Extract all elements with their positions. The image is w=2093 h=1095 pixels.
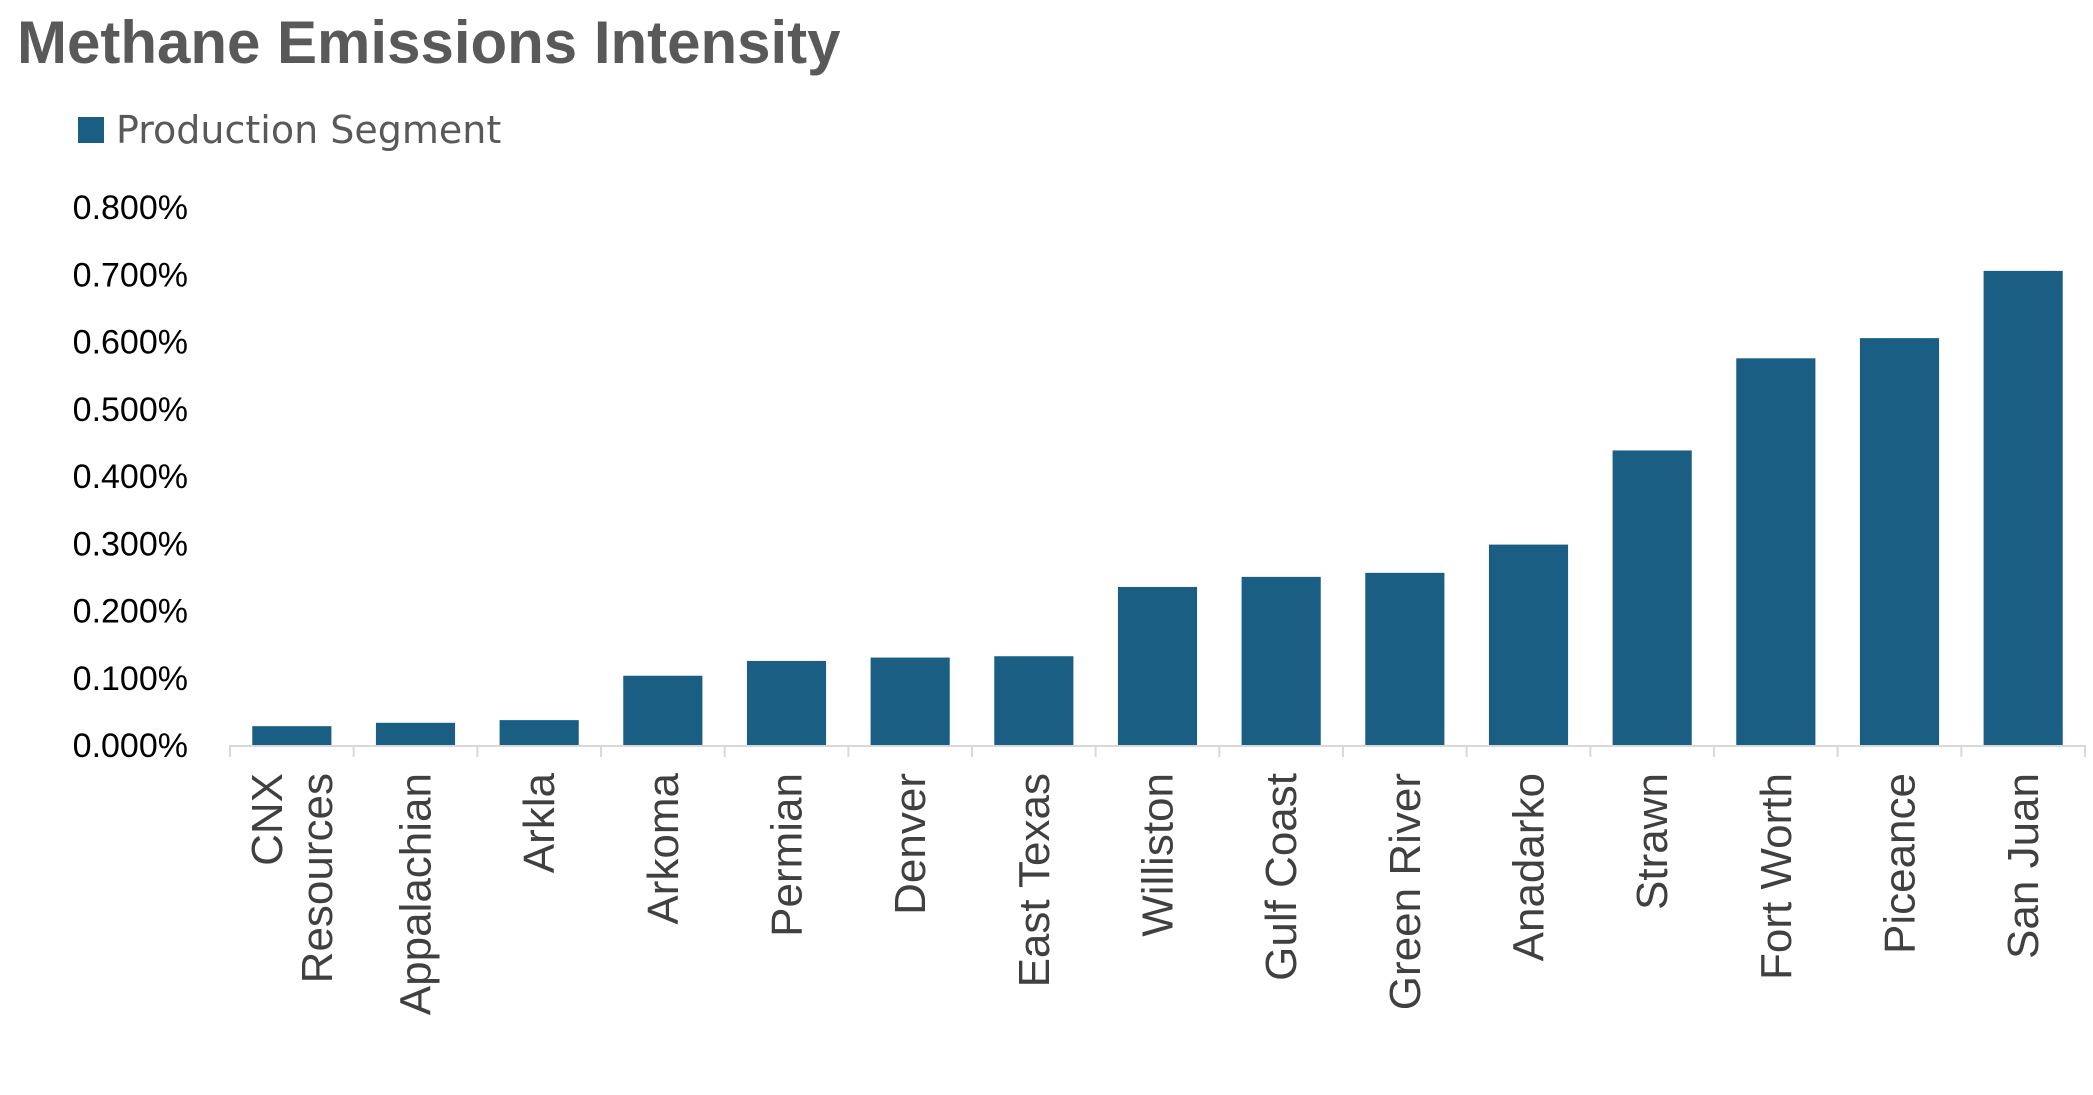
y-axis: 0.000% 0.100% 0.200% 0.300% 0.400% 0.500% 0.60…: [73, 189, 188, 765]
y-tick-label: 0.700%: [73, 256, 188, 294]
bar: [623, 675, 703, 745]
y-tick-label: 0.400%: [73, 458, 188, 496]
y-tick-label: 0.300%: [73, 525, 188, 563]
bar: [1117, 586, 1198, 745]
x-category-label: San Juan: [1999, 773, 2048, 959]
bar: [1241, 576, 1321, 745]
y-tick-label: 0.100%: [73, 660, 188, 698]
legend: Production Segment: [78, 108, 501, 152]
x-category-label: East Texas: [1010, 773, 1059, 987]
bar: [994, 656, 1074, 745]
legend-label: Production Segment: [116, 108, 502, 152]
bar: [1488, 544, 1569, 745]
y-tick-label: 0.200%: [73, 593, 188, 631]
y-tick-label: 0.600%: [73, 324, 188, 362]
bar: [375, 722, 456, 745]
x-category-label: CNXResources: [243, 773, 342, 983]
x-category-label: Fort Worth: [1752, 773, 1801, 980]
x-axis: CNXResources Appalachian Arkla Arkoma Permia…: [229, 745, 2086, 1015]
x-category-label: Permian: [763, 773, 812, 937]
x-category-label: Green River: [1381, 773, 1430, 1010]
y-tick-label: 0.500%: [73, 391, 188, 429]
x-category-label: Arkla: [515, 772, 564, 873]
bar: [1736, 358, 1816, 745]
bar: [746, 660, 827, 745]
bar: [252, 726, 332, 745]
x-category-label: Piceance: [1876, 773, 1925, 954]
x-category-label: Appalachian: [392, 773, 441, 1015]
x-category-label: Strawn: [1628, 773, 1677, 910]
x-category-label: Anadarko: [1505, 773, 1554, 961]
bar: [1612, 450, 1692, 745]
x-category-label: Williston: [1134, 773, 1183, 937]
bar: [499, 720, 579, 745]
x-category-label: Denver: [886, 773, 935, 915]
bar: [1365, 572, 1445, 745]
y-tick-label: 0.000%: [73, 727, 188, 765]
bars: [252, 270, 2063, 745]
chart-title: Methane Emissions Intensity: [17, 9, 841, 76]
bar: [1983, 270, 2063, 745]
y-tick-label: 0.800%: [73, 189, 188, 227]
x-category-label: Gulf Coast: [1257, 773, 1306, 981]
bar: [870, 657, 950, 745]
x-category-label: Arkoma: [639, 772, 688, 924]
bar: [1859, 338, 1940, 745]
legend-swatch: [78, 117, 104, 143]
